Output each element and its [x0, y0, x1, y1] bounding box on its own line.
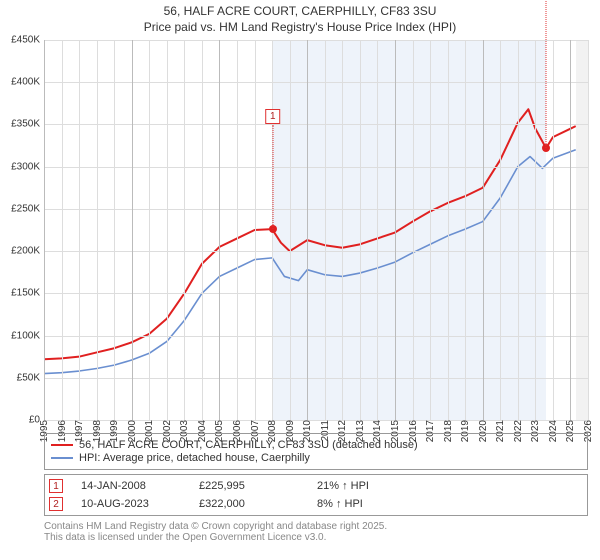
legend-swatch [51, 457, 73, 459]
y-axis-label: £350K [11, 119, 44, 130]
footnote-line-1: Contains HM Land Registry data © Crown c… [44, 521, 588, 532]
legend-label: HPI: Average price, detached house, Caer… [79, 452, 310, 464]
legend-label: 56, HALF ACRE COURT, CAERPHILLY, CF83 3S… [79, 439, 418, 451]
gridline-vertical [132, 40, 133, 420]
gridline-horizontal [44, 378, 588, 379]
gridline-vertical [79, 40, 80, 420]
gridline-vertical [518, 40, 519, 420]
gridline-vertical [237, 40, 238, 420]
gridline-vertical [483, 40, 484, 420]
y-axis-label: £200K [11, 246, 44, 257]
gridline-vertical [325, 40, 326, 420]
gridline-horizontal [44, 82, 588, 83]
annotation-price: £322,000 [199, 498, 299, 510]
gridline-vertical [219, 40, 220, 420]
legend-item: 56, HALF ACRE COURT, CAERPHILLY, CF83 3S… [51, 439, 581, 451]
gridline-vertical [430, 40, 431, 420]
annotation-price: £225,995 [199, 480, 299, 492]
title-block: 56, HALF ACRE COURT, CAERPHILLY, CF83 3S… [0, 0, 600, 35]
legend: 56, HALF ACRE COURT, CAERPHILLY, CF83 3S… [44, 433, 588, 470]
y-axis-label: £150K [11, 288, 44, 299]
legend-item: HPI: Average price, detached house, Caer… [51, 452, 581, 464]
gridline-vertical [535, 40, 536, 420]
series-line-property [44, 109, 576, 359]
gridline-vertical [570, 40, 571, 420]
gridline-vertical [413, 40, 414, 420]
annotation-key: 1 [49, 479, 63, 493]
annotation-key: 2 [49, 497, 63, 511]
title-line-2: Price paid vs. HM Land Registry's House … [0, 20, 600, 36]
gridline-horizontal [44, 336, 588, 337]
gridline-vertical [553, 40, 554, 420]
gridline-horizontal [44, 40, 588, 41]
gridline-vertical [500, 40, 501, 420]
gridline-vertical [342, 40, 343, 420]
gridline-vertical [588, 40, 589, 420]
gridline-vertical [167, 40, 168, 420]
y-axis-label: £300K [11, 161, 44, 172]
annotations-table: 1 14-JAN-2008 £225,995 21% ↑ HPI 2 10-AUG-202… [44, 474, 588, 516]
legend-swatch [51, 444, 73, 446]
gridline-vertical [307, 40, 308, 420]
gridline-vertical [44, 40, 45, 420]
gridline-horizontal [44, 167, 588, 168]
annotation-date: 14-JAN-2008 [81, 480, 181, 492]
gridline-vertical [360, 40, 361, 420]
annotation-date: 10-AUG-2023 [81, 498, 181, 510]
gridline-vertical [184, 40, 185, 420]
y-axis-label: £50K [17, 372, 44, 383]
y-axis-label: £250K [11, 203, 44, 214]
gridline-vertical [149, 40, 150, 420]
series-line-hpi [44, 150, 576, 374]
annotation-delta: 21% ↑ HPI [317, 480, 417, 492]
gridline-horizontal [44, 293, 588, 294]
gridline-horizontal [44, 251, 588, 252]
gridline-vertical [62, 40, 63, 420]
y-axis-label: £100K [11, 330, 44, 341]
gridline-vertical [290, 40, 291, 420]
gridline-vertical [255, 40, 256, 420]
gridline-vertical [377, 40, 378, 420]
gridline-vertical [448, 40, 449, 420]
annotation-row: 1 14-JAN-2008 £225,995 21% ↑ HPI [49, 477, 583, 495]
y-axis-label: £450K [11, 35, 44, 46]
gridline-vertical [465, 40, 466, 420]
title-line-1: 56, HALF ACRE COURT, CAERPHILLY, CF83 3S… [0, 4, 600, 20]
annotation-callout-1: 1 [265, 109, 281, 124]
annotation-row: 2 10-AUG-2023 £322,000 8% ↑ HPI [49, 495, 583, 513]
gridline-horizontal [44, 209, 588, 210]
gridline-horizontal [44, 420, 588, 421]
gridline-vertical [202, 40, 203, 420]
footnote-line-2: This data is licensed under the Open Gov… [44, 532, 588, 543]
gridline-vertical [395, 40, 396, 420]
y-axis-label: £400K [11, 77, 44, 88]
gridline-vertical [97, 40, 98, 420]
gridline-vertical [114, 40, 115, 420]
gridline-horizontal [44, 124, 588, 125]
chart-plot-area: £0£50K£100K£150K£200K£250K£300K£350K£400… [44, 40, 588, 420]
annotation-line-2 [546, 0, 547, 148]
footnote: Contains HM Land Registry data © Crown c… [44, 521, 588, 543]
annotation-delta: 8% ↑ HPI [317, 498, 417, 510]
annotation-line-1 [272, 125, 273, 229]
